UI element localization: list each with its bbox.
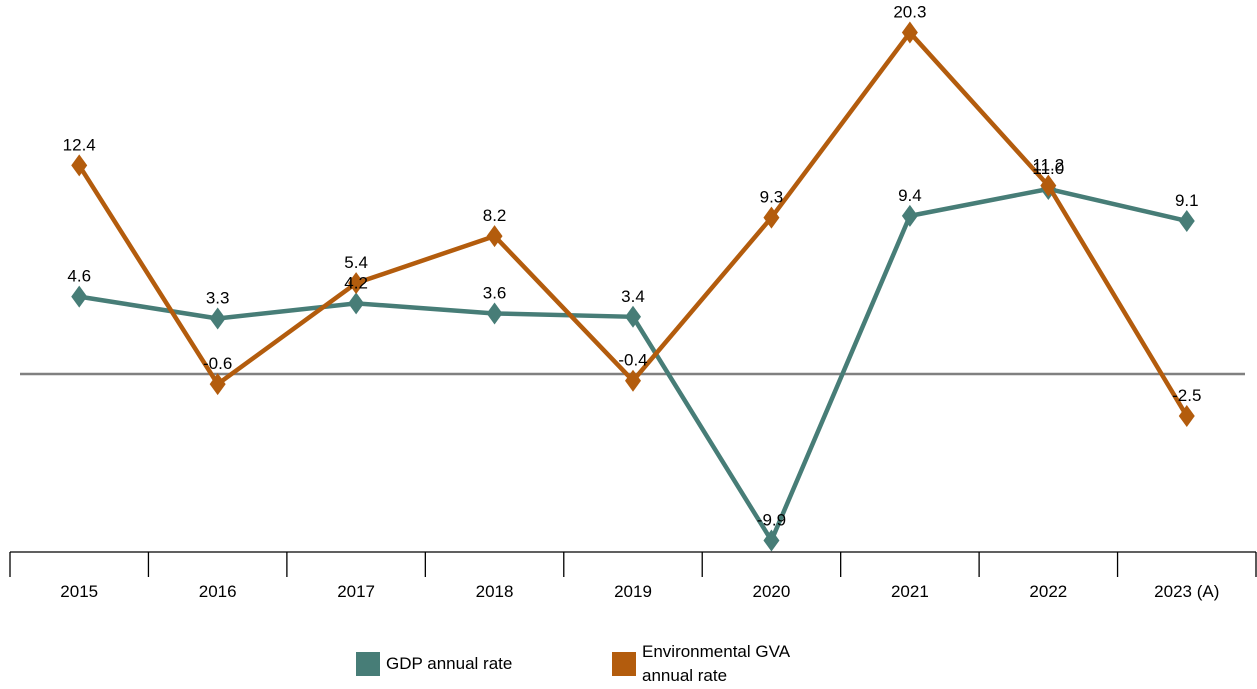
x-tick-label: 2021 <box>891 582 929 601</box>
series-layer <box>71 21 1195 552</box>
data-point-marker[interactable] <box>486 302 503 325</box>
x-tick-label: 2019 <box>614 582 652 601</box>
data-point-marker[interactable] <box>901 21 918 44</box>
data-label: 20.3 <box>893 3 926 22</box>
data-point-marker[interactable] <box>209 307 226 330</box>
data-label: 4.2 <box>344 273 368 292</box>
data-label: -9.9 <box>757 511 786 530</box>
data-label: -0.4 <box>618 351 647 370</box>
legend-label-environmental-gva: Environmental GVA annual rate <box>642 642 790 685</box>
data-label: 11.0 <box>1032 159 1064 178</box>
data-label: 3.3 <box>206 288 230 307</box>
legend-swatch-gdp <box>356 652 380 676</box>
data-point-marker[interactable] <box>1178 209 1195 232</box>
legend-item-environmental-gva[interactable]: Environmental GVA annual rate <box>612 640 822 688</box>
x-tick-label: 2018 <box>476 582 514 601</box>
data-label: 12.4 <box>63 135 96 154</box>
x-tick-label: 2022 <box>1029 582 1067 601</box>
data-point-marker[interactable] <box>71 285 88 308</box>
data-point-marker[interactable] <box>348 272 365 295</box>
data-point-marker[interactable] <box>763 529 780 552</box>
data-label: 8.2 <box>483 206 507 225</box>
data-point-marker[interactable] <box>625 369 641 392</box>
data-label: 3.4 <box>621 287 645 306</box>
data-label: 11.2 <box>1032 156 1064 175</box>
data-point-marker[interactable] <box>209 373 226 396</box>
legend-item-gdp[interactable]: GDP annual rate <box>356 640 512 676</box>
data-label: 9.1 <box>1175 191 1199 210</box>
data-label: -2.5 <box>1172 386 1201 405</box>
legend-label-gdp: GDP annual rate <box>386 654 513 673</box>
data-label: 9.3 <box>760 188 784 207</box>
data-label: 4.6 <box>67 267 91 286</box>
data-point-marker[interactable] <box>71 154 88 177</box>
x-tick-label: 2015 <box>60 582 98 601</box>
data-point-marker[interactable] <box>901 204 918 227</box>
data-labels: 4.6 3.3 4.2 3.6 3.4 -9.9 9.4 11.0 9.1 12.4 -0.6 5.4… <box>63 3 1202 530</box>
data-label: 9.4 <box>898 186 922 205</box>
data-point-marker[interactable] <box>763 206 780 229</box>
x-tick-label: 2017 <box>337 582 375 601</box>
data-point-marker[interactable] <box>348 292 365 315</box>
data-point-marker[interactable] <box>625 305 641 328</box>
legend-swatch-environmental-gva <box>612 652 636 676</box>
data-point-marker[interactable] <box>1040 174 1057 197</box>
x-tick-label: 2020 <box>753 582 791 601</box>
data-label: 5.4 <box>344 253 368 272</box>
data-label: -0.6 <box>203 354 232 373</box>
data-point-marker[interactable] <box>486 225 503 248</box>
x-tick-label: 2023 (A) <box>1154 582 1219 601</box>
legend: GDP annual rate Environmental GVA annual… <box>356 640 876 689</box>
data-label: 3.6 <box>483 283 507 302</box>
x-axis: 2015 2016 2017 2018 2019 2020 2021 2022 2023 (A) <box>9 551 1257 601</box>
data-point-marker[interactable] <box>1178 405 1195 428</box>
x-tick-label: 2016 <box>199 582 237 601</box>
